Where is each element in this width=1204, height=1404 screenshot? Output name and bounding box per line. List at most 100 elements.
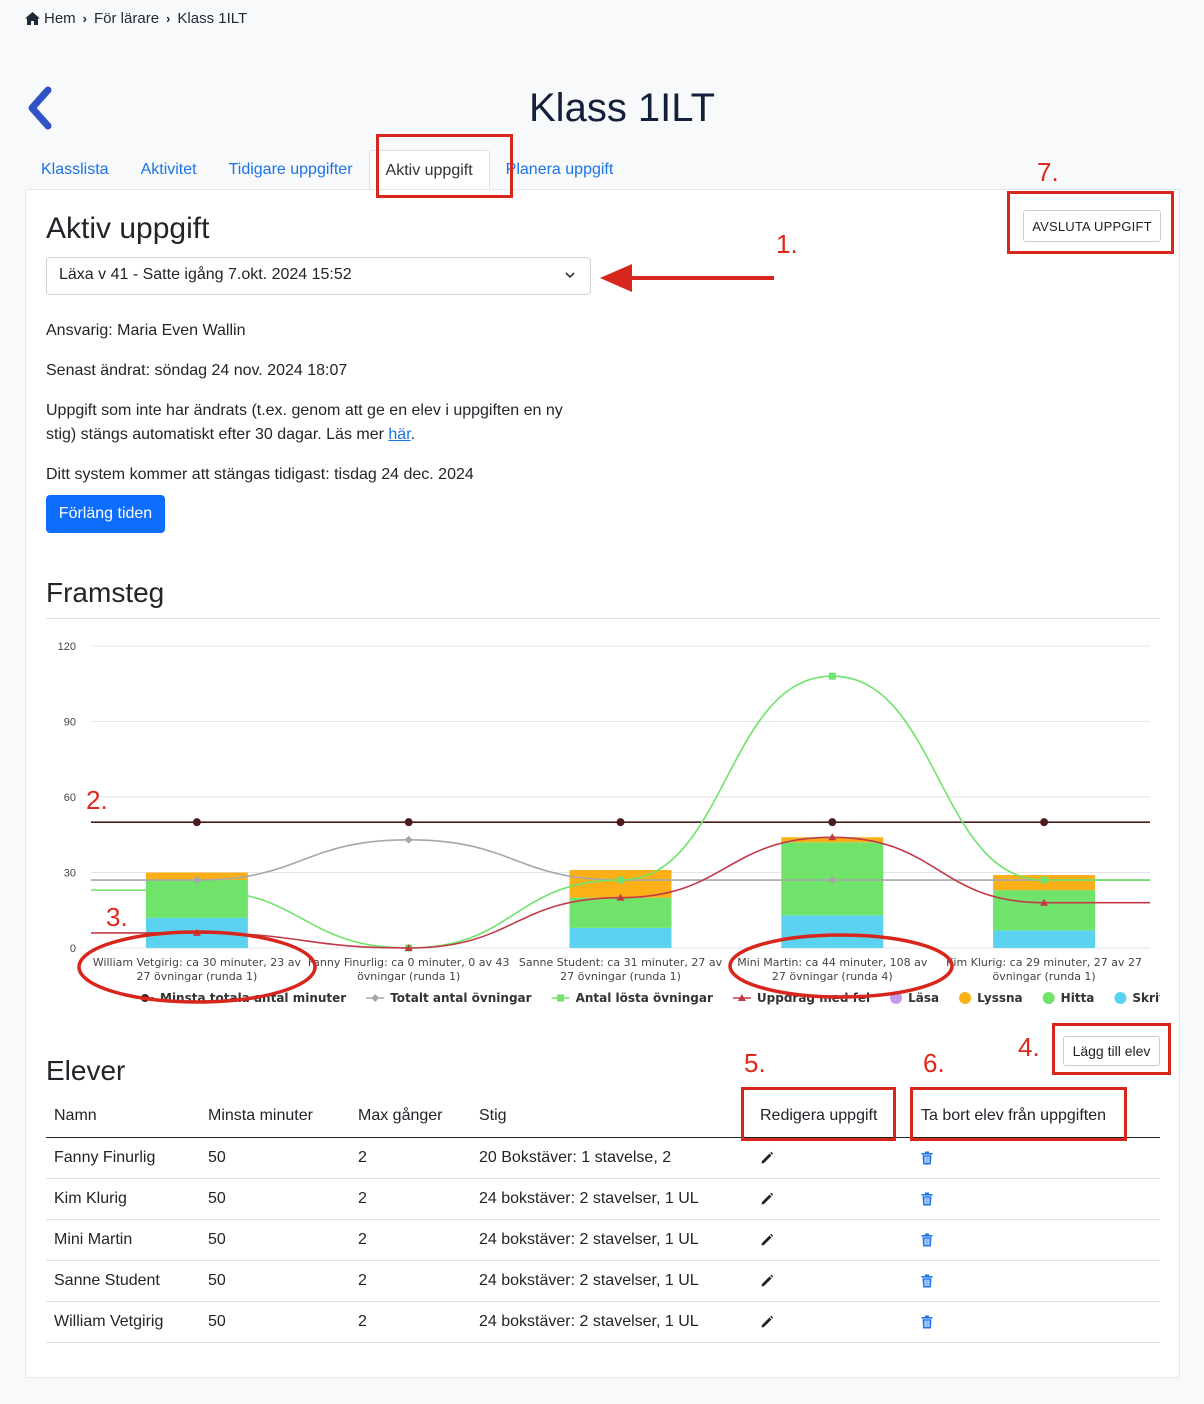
page-title: Klass 1ILT <box>529 86 715 130</box>
remove-cell <box>913 1137 1160 1179</box>
annotation-box-edit <box>741 1087 896 1141</box>
chart-point <box>616 893 625 901</box>
legend-marker <box>959 992 972 1004</box>
student-path: 24 bokstäver: 2 stavelser, 1 UL <box>471 1260 752 1302</box>
y-tick-label: 60 <box>64 792 76 804</box>
y-tick-label: 30 <box>64 868 76 880</box>
col-max-times: Max gånger <box>350 1095 471 1138</box>
divider <box>46 618 1160 619</box>
chart-point <box>828 672 836 680</box>
chart-point <box>404 818 413 827</box>
student-max-times: 2 <box>350 1219 471 1261</box>
annotation-4: 4. <box>1018 1032 1040 1062</box>
tab-aktivitet[interactable]: Aktivitet <box>140 161 197 178</box>
chart-point <box>1040 876 1048 884</box>
x-tick-label: Mini Martin: ca 44 minuter, 108 av <box>737 956 928 969</box>
remove-cell <box>913 1260 1160 1302</box>
pencil-icon[interactable] <box>760 1315 774 1329</box>
chart-point <box>617 876 624 884</box>
extend-time-button[interactable]: Förläng tiden <box>46 495 165 533</box>
annotation-1: 1. <box>776 229 798 259</box>
system-close-text: Ditt system kommer att stängas tidigast:… <box>46 466 474 483</box>
trash-icon[interactable] <box>921 1274 933 1288</box>
legend-label: Totalt antal övningar <box>390 991 531 1005</box>
trash-icon[interactable] <box>921 1151 933 1165</box>
legend-label: Antal lösta övningar <box>576 991 713 1005</box>
add-student-button[interactable]: Lägg till elev <box>1063 1036 1160 1066</box>
assignment-select[interactable]: Läxa v 41 - Satte igång 7.okt. 2024 15:5… <box>46 257 591 295</box>
chevron-right-icon: › <box>82 11 88 26</box>
col-min-minutes: Minsta minuter <box>200 1095 350 1138</box>
chart-point <box>371 994 380 1002</box>
trash-icon[interactable] <box>921 1315 933 1329</box>
student-name: William Vetgirig <box>46 1301 200 1343</box>
annotation-arrow-head <box>600 264 632 292</box>
home-icon[interactable] <box>25 12 40 25</box>
student-name: Sanne Student <box>46 1260 200 1302</box>
tab-klasslista[interactable]: Klasslista <box>41 161 109 178</box>
pencil-icon[interactable] <box>760 1192 774 1206</box>
bar-segment <box>569 927 672 948</box>
trash-icon[interactable] <box>921 1233 933 1247</box>
students-table: Namn Minsta minuter Max gånger Stig Redi… <box>46 1095 1160 1343</box>
tab-planera-uppgift[interactable]: Planera uppgift <box>505 161 614 178</box>
chevron-down-icon <box>565 272 575 279</box>
bar-segment <box>993 890 1096 931</box>
x-tick-label: Kim Klurig: ca 29 minuter, 27 av 27 <box>946 956 1142 969</box>
chart-point <box>828 833 837 841</box>
student-path: 24 bokstäver: 2 stavelser, 1 UL <box>471 1219 752 1261</box>
x-tick-label: Sanne Student: ca 31 minuter, 27 av <box>519 956 723 969</box>
legend-label: Lyssna <box>977 991 1023 1005</box>
tab-tidigare-uppgifter[interactable]: Tidigare uppgifter <box>228 161 353 178</box>
chart-point <box>192 818 201 827</box>
auto-close-text: Uppgift som inte har ändrats (t.ex. geno… <box>46 402 563 443</box>
chart-point <box>192 876 201 885</box>
bar-segment <box>145 880 248 918</box>
end-assignment-button[interactable]: AVSLUTA UPPGIFT <box>1023 210 1161 242</box>
student-min-minutes: 50 <box>200 1178 350 1220</box>
breadcrumb-home-link[interactable]: Hem <box>44 10 76 27</box>
edit-cell <box>752 1219 913 1261</box>
table-header-row: Namn Minsta minuter Max gånger Stig Redi… <box>46 1095 1160 1138</box>
progress-chart: 0 30 60 90 120 William Vetgirig: ca 30 minute… <box>58 641 1160 1005</box>
col-edit: Redigera uppgift <box>752 1095 913 1138</box>
tab-aktiv-uppgift[interactable]: Aktiv uppgift <box>368 150 490 190</box>
table-row: Fanny Finurlig 50 2 20 Bokstäver: 1 stavels… <box>46 1137 1160 1179</box>
col-name: Namn <box>46 1095 200 1138</box>
pencil-icon[interactable] <box>760 1274 774 1288</box>
annotation-3: 3. <box>106 902 128 932</box>
legend-label: Läsa <box>908 991 939 1005</box>
series-line <box>91 675 1150 949</box>
breadcrumb-class-link[interactable]: Klass 1ILT <box>177 10 248 27</box>
y-tick-label: 0 <box>70 943 76 955</box>
chart-point <box>404 944 413 951</box>
student-max-times: 2 <box>350 1301 471 1343</box>
edit-cell <box>752 1260 913 1302</box>
read-more-link[interactable]: här <box>388 426 411 443</box>
x-tick-label: övningar (runda 1) <box>357 970 460 983</box>
remove-cell <box>913 1301 1160 1343</box>
edit-cell <box>752 1301 913 1343</box>
back-arrow-icon[interactable] <box>24 86 58 130</box>
chart-point <box>1040 898 1049 906</box>
student-path: 24 bokstäver: 2 stavelser, 1 UL <box>471 1178 752 1220</box>
chevron-right-icon: › <box>166 11 171 26</box>
responsible-text: Ansvarig: Maria Even Wallin <box>46 322 246 339</box>
chart-point <box>737 994 746 1001</box>
section-title: Aktiv uppgift <box>46 212 210 245</box>
legend-label: Skriva <box>1132 991 1160 1005</box>
table-row: Sanne Student 50 2 24 bokstäver: 2 stavelse… <box>46 1260 1160 1302</box>
pencil-icon[interactable] <box>760 1151 774 1165</box>
trash-icon[interactable] <box>921 1192 933 1206</box>
annotation-5: 5. <box>744 1048 766 1078</box>
bar-segment <box>993 930 1096 948</box>
breadcrumb-teachers-link[interactable]: För lärare <box>94 10 160 27</box>
annotation-ellipse-william <box>77 930 317 1004</box>
tab-bar: Klasslista Aktivitet Tidigare uppgifter … <box>25 150 629 190</box>
pencil-icon[interactable] <box>760 1233 774 1247</box>
x-tick-label: 27 övningar (runda 4) <box>772 970 893 983</box>
chart-point <box>1040 818 1049 827</box>
table-row: Mini Martin 50 2 24 bokstäver: 2 stavelser,… <box>46 1219 1160 1261</box>
y-tick-label: 120 <box>58 641 76 653</box>
annotation-box-end <box>1007 191 1174 254</box>
